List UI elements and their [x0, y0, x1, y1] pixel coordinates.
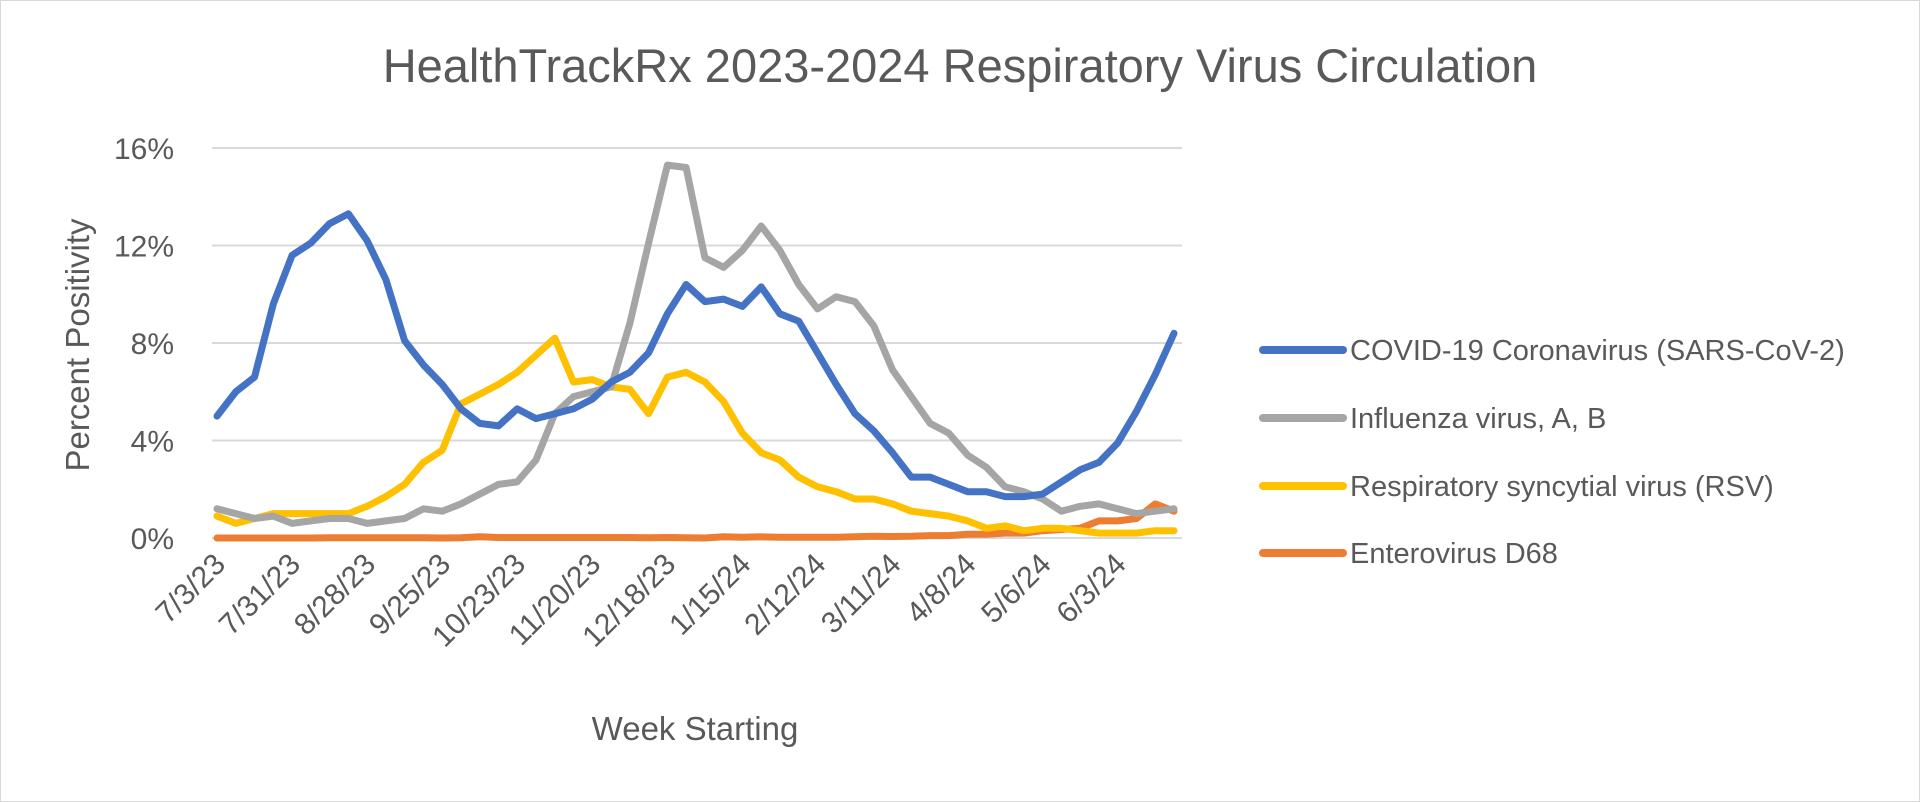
series-lines [213, 161, 1178, 542]
y-tick-label: 16% [114, 133, 174, 166]
legend-label: Influenza virus, A, B [1350, 403, 1606, 435]
legend-label: Respiratory syncytial virus (RSV) [1350, 471, 1774, 503]
x-axis-title: Week Starting [592, 710, 799, 747]
x-tick-label: 1/15/24 [663, 548, 757, 642]
legend-label: COVID-19 Coronavirus (SARS-CoV-2) [1350, 335, 1845, 367]
x-tick-label: 6/3/24 [1050, 548, 1132, 630]
y-tick-label: 12% [114, 231, 174, 264]
y-tick-label: 8% [131, 328, 174, 361]
y-axis-title: Percent Positivity [59, 218, 96, 472]
series-line-3 [213, 334, 1178, 537]
x-tick-label: 5/6/24 [975, 548, 1057, 630]
chart-title: HealthTrackRx 2023-2024 Respiratory Viru… [383, 39, 1538, 92]
x-tick-label: 3/11/24 [815, 548, 908, 641]
series-line-2 [213, 161, 1178, 527]
y-axis-ticks: 0% 4% 8% 12% 16% [114, 133, 174, 556]
legend-label: Enterovirus D68 [1350, 538, 1558, 570]
x-tick-label: 7/31/23 [213, 548, 307, 642]
series-line-4 [213, 500, 1178, 542]
legend: COVID-19 Coronavirus (SARS-CoV-2) Influen… [1259, 335, 1845, 570]
x-tick-label: 2/12/24 [738, 548, 832, 642]
x-tick-label: 4/8/24 [900, 548, 982, 630]
series-line-1 [213, 210, 1178, 501]
y-tick-label: 4% [131, 426, 174, 459]
x-tick-label: 8/28/23 [288, 548, 382, 642]
x-axis-ticks: 7/3/237/31/238/28/239/25/2310/23/2311/20… [150, 548, 1133, 654]
y-tick-label: 0% [131, 523, 174, 556]
